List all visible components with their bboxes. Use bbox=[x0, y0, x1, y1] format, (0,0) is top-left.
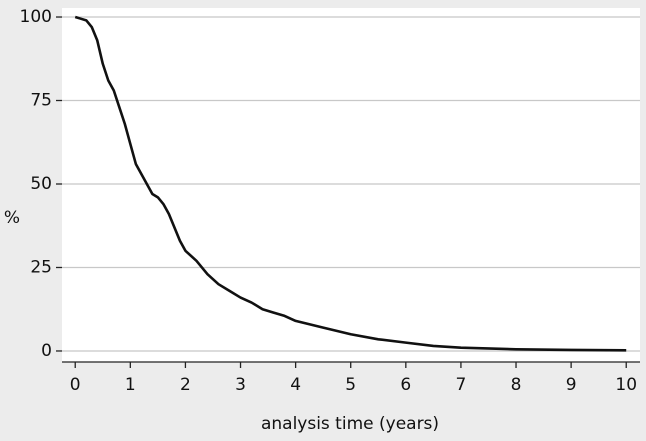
x-tick-label: 4 bbox=[290, 375, 301, 395]
y-tick-label: 25 bbox=[30, 257, 52, 277]
x-tick-label: 10 bbox=[615, 375, 637, 395]
y-axis-label: % bbox=[4, 208, 20, 228]
x-tick-label: 9 bbox=[566, 375, 577, 395]
y-tick-label: 0 bbox=[41, 341, 52, 361]
x-axis-label: analysis time (years) bbox=[261, 414, 439, 434]
x-tick-label: 3 bbox=[235, 375, 246, 395]
x-tick-label: 7 bbox=[456, 375, 467, 395]
y-tick-label: 100 bbox=[20, 7, 52, 27]
x-tick-label: 8 bbox=[511, 375, 522, 395]
x-tick-label: 2 bbox=[180, 375, 191, 395]
survival-line bbox=[74, 15, 627, 352]
plot-area bbox=[62, 8, 640, 362]
x-tick-label: 0 bbox=[70, 375, 81, 395]
x-tick-label: 5 bbox=[345, 375, 356, 395]
y-tick-label: 50 bbox=[30, 174, 52, 194]
x-tick-label: 1 bbox=[125, 375, 136, 395]
y-tick-label: 75 bbox=[30, 91, 52, 111]
x-tick-label: 6 bbox=[400, 375, 411, 395]
